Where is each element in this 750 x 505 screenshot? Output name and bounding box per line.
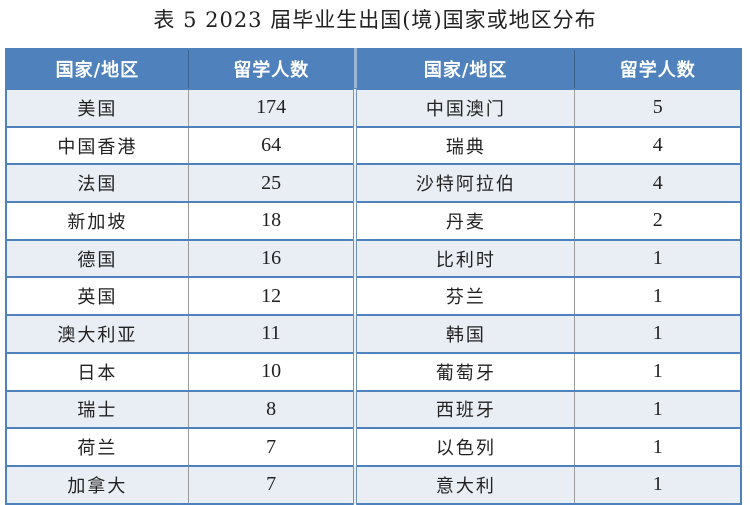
table-row: 美国 174 中国澳门 5 (6, 88, 741, 127)
count-cell: 1 (574, 427, 741, 466)
header-country-right: 国家/地区 (353, 49, 575, 89)
country-cell: 中国香港 (6, 125, 189, 165)
country-cell: 法国 (6, 163, 189, 203)
country-cell: 韩国 (353, 314, 575, 353)
count-cell: 8 (187, 389, 356, 429)
table-row: 加拿大 7 意大利 1 (6, 464, 741, 504)
table-row: 新加坡 18 丹麦 2 (6, 201, 741, 240)
count-cell: 2 (574, 201, 741, 240)
table-body: 美国 174 中国澳门 5 中国香港 64 瑞典 4 法国 25 沙特阿拉伯 4 新加坡 18 丹麦 2 德国 1… (6, 88, 741, 504)
country-cell: 德国 (6, 238, 189, 278)
count-cell: 16 (187, 238, 356, 278)
count-cell: 18 (187, 201, 356, 240)
destination-table: 国家/地区 留学人数 国家/地区 留学人数 美国 174 中国澳门 5 中国香港 64 瑞典… (5, 48, 742, 505)
count-cell: 1 (574, 389, 741, 429)
header-count-right: 留学人数 (574, 49, 741, 89)
country-cell: 澳大利亚 (6, 314, 189, 353)
table-row: 法国 25 沙特阿拉伯 4 (6, 163, 741, 203)
count-cell: 12 (187, 276, 356, 316)
count-cell: 25 (187, 163, 356, 203)
country-cell: 加拿大 (6, 464, 189, 504)
count-cell: 7 (187, 464, 356, 504)
count-cell: 5 (574, 88, 741, 127)
country-cell: 瑞士 (6, 389, 189, 429)
count-cell: 10 (187, 351, 356, 391)
country-cell: 英国 (6, 276, 189, 316)
country-cell: 以色列 (353, 427, 575, 466)
country-cell: 沙特阿拉伯 (353, 163, 575, 203)
country-cell: 意大利 (353, 464, 575, 504)
country-cell: 比利时 (353, 238, 575, 278)
count-cell: 1 (574, 314, 741, 353)
count-cell: 1 (574, 238, 741, 278)
header-row: 国家/地区 留学人数 国家/地区 留学人数 (6, 49, 741, 89)
country-cell: 日本 (6, 351, 189, 391)
table-row: 中国香港 64 瑞典 4 (6, 125, 741, 165)
count-cell: 7 (187, 427, 356, 466)
country-cell: 瑞典 (353, 125, 575, 165)
country-cell: 美国 (6, 88, 189, 127)
country-cell: 芬兰 (353, 276, 575, 316)
country-cell: 西班牙 (353, 389, 575, 429)
count-cell: 4 (574, 125, 741, 165)
count-cell: 1 (574, 276, 741, 316)
country-cell: 中国澳门 (353, 88, 575, 127)
count-cell: 1 (574, 464, 741, 504)
country-cell: 丹麦 (353, 201, 575, 240)
count-cell: 174 (187, 88, 356, 127)
count-cell: 1 (574, 351, 741, 391)
table-row: 澳大利亚 11 韩国 1 (6, 314, 741, 353)
header-country-left: 国家/地区 (6, 49, 189, 89)
table-title: 表 5 2023 届毕业生出国(境)国家或地区分布 (153, 8, 597, 32)
table-row: 英国 12 芬兰 1 (6, 276, 741, 316)
count-cell: 64 (187, 125, 356, 165)
country-cell: 葡萄牙 (353, 351, 575, 391)
country-cell: 新加坡 (6, 201, 189, 240)
country-cell: 荷兰 (6, 427, 189, 466)
table-row: 瑞士 8 西班牙 1 (6, 389, 741, 429)
table-row: 荷兰 7 以色列 1 (6, 427, 741, 466)
header-count-left: 留学人数 (187, 49, 356, 89)
count-cell: 4 (574, 163, 741, 203)
table-row: 德国 16 比利时 1 (6, 238, 741, 278)
table-row: 日本 10 葡萄牙 1 (6, 351, 741, 391)
count-cell: 11 (187, 314, 356, 353)
